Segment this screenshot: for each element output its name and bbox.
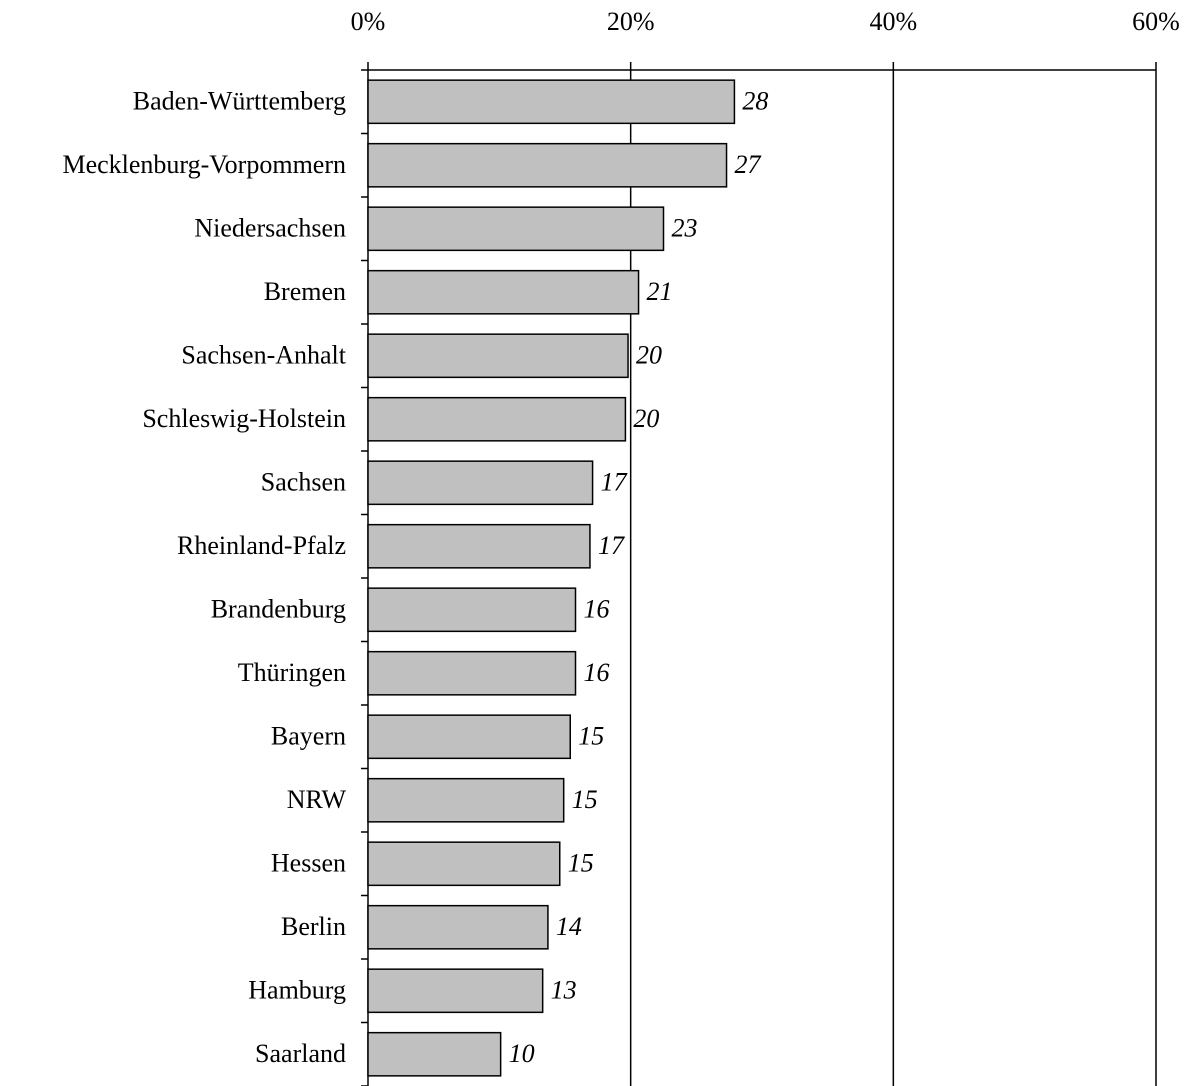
data-label: 20 xyxy=(636,341,662,370)
x-tick-label: 40% xyxy=(869,7,917,36)
data-label: 15 xyxy=(572,785,598,814)
y-tick-label: Hamburg xyxy=(248,976,346,1005)
data-label: 16 xyxy=(584,595,610,624)
bar xyxy=(367,460,594,506)
y-tick-label: Baden-Württemberg xyxy=(133,87,346,116)
data-label: 17 xyxy=(601,468,628,497)
data-label: 16 xyxy=(584,658,610,687)
x-tick-label: 60% xyxy=(1132,7,1180,36)
x-tick-label: 20% xyxy=(607,7,655,36)
bar xyxy=(367,650,577,696)
bar xyxy=(367,333,629,379)
data-label: 17 xyxy=(598,531,625,560)
bar xyxy=(367,523,591,569)
y-tick-label: Thüringen xyxy=(238,658,346,687)
x-tick-label: 0% xyxy=(351,7,386,36)
y-tick-label: Mecklenburg-Vorpommern xyxy=(62,150,346,179)
bar xyxy=(367,396,627,442)
bar xyxy=(367,968,544,1014)
data-label: 23 xyxy=(672,214,698,243)
data-label: 14 xyxy=(556,912,582,941)
y-tick-label: Brandenburg xyxy=(211,595,346,624)
y-tick-label: Sachsen xyxy=(261,468,346,497)
bar xyxy=(367,142,728,188)
bar xyxy=(367,587,577,633)
bar xyxy=(367,714,572,760)
bar xyxy=(367,206,665,252)
bar xyxy=(367,1031,502,1077)
y-tick-label: Saarland xyxy=(255,1039,346,1068)
y-tick-label: Rheinland-Pfalz xyxy=(177,531,346,560)
y-tick-label: NRW xyxy=(287,785,347,814)
y-tick-label: Sachsen-Anhalt xyxy=(181,341,346,370)
y-tick-label: Niedersachsen xyxy=(194,214,346,243)
y-tick-label: Bayern xyxy=(271,722,346,751)
bar xyxy=(367,269,640,315)
data-label: 21 xyxy=(647,277,673,306)
y-tick-label: Bremen xyxy=(264,277,346,306)
data-label: 13 xyxy=(551,976,577,1005)
bar xyxy=(367,841,561,887)
data-label: 10 xyxy=(509,1039,535,1068)
y-tick-label: Schleswig-Holstein xyxy=(142,404,346,433)
data-label: 20 xyxy=(633,404,659,433)
data-label: 27 xyxy=(735,150,762,179)
data-label: 15 xyxy=(578,722,604,751)
bar xyxy=(367,904,549,950)
y-tick-label: Berlin xyxy=(281,912,346,941)
bar xyxy=(367,777,565,823)
bar xyxy=(367,79,736,125)
data-label: 15 xyxy=(568,849,594,878)
y-tick-label: Hessen xyxy=(271,849,346,878)
data-label: 28 xyxy=(742,87,768,116)
